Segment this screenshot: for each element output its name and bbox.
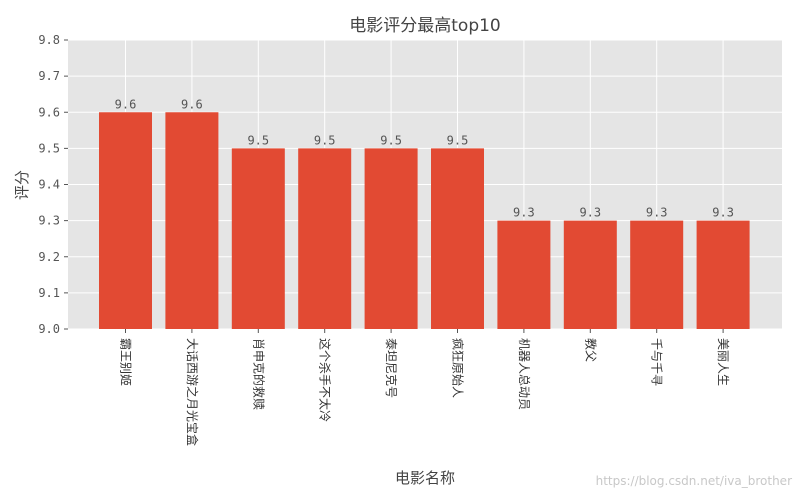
- x-tick-label: 泰坦尼克号: [384, 338, 398, 398]
- y-tick-label: 9.2: [38, 250, 60, 264]
- data-labels: 9.6 9.6 9.5 9.5 9.5 9.5 9.3 9.3 9.3 9.3: [115, 97, 734, 219]
- bar: [364, 148, 418, 329]
- data-label: 9.6: [181, 97, 203, 111]
- watermark: https://blog.csdn.net/iva_brother: [596, 474, 792, 488]
- data-label: 9.5: [447, 133, 469, 147]
- data-label: 9.3: [513, 206, 535, 220]
- bar: [298, 148, 352, 329]
- y-tick-label: 9.6: [38, 105, 60, 119]
- bar: [497, 220, 551, 329]
- data-label: 9.3: [646, 206, 668, 220]
- bars: [99, 112, 750, 329]
- y-tick-label: 9.8: [38, 33, 60, 47]
- data-label: 9.5: [247, 133, 269, 147]
- data-label: 9.3: [579, 206, 601, 220]
- y-tick-label: 9.3: [38, 214, 60, 228]
- x-axis-ticks: 霸王别姬 大话西游之月光宝盒 肖申克的救赎 这个杀手不太冷 泰坦尼克号 疯狂原始人 机器人总…: [119, 329, 730, 446]
- bar: [99, 112, 152, 329]
- x-tick-label: 千与千寻: [650, 338, 664, 386]
- bar: [563, 220, 617, 329]
- y-tick-label: 9.7: [38, 69, 60, 83]
- data-label: 9.5: [314, 133, 336, 147]
- x-tick-label: 美丽人生: [716, 338, 730, 386]
- bar: [431, 148, 484, 329]
- x-tick-label: 大话西游之月光宝盒: [185, 338, 200, 446]
- x-tick-label: 这个杀手不太冷: [318, 338, 333, 422]
- chart-title: 电影评分最高top10: [349, 16, 501, 36]
- y-axis-ticks: 9.0 9.1 9.2 9.3 9.4 9.5 9.6 9.7 9.8: [38, 33, 68, 336]
- y-tick-label: 9.5: [38, 141, 60, 155]
- data-label: 9.6: [115, 97, 137, 111]
- y-axis-label: 评分: [13, 170, 31, 200]
- bar: [696, 220, 750, 329]
- bar: [231, 148, 285, 329]
- y-tick-label: 9.1: [38, 286, 60, 300]
- x-tick-label: 霸王别姬: [119, 338, 133, 386]
- x-tick-label: 教父: [583, 338, 598, 362]
- data-label: 9.5: [380, 133, 402, 147]
- bar: [630, 220, 684, 329]
- x-tick-label: 肖申克的救赎: [251, 338, 266, 410]
- x-tick-label: 机器人总动员: [517, 338, 531, 410]
- x-tick-label: 疯狂原始人: [451, 338, 466, 398]
- data-label: 9.3: [712, 206, 734, 220]
- bar: [165, 112, 219, 329]
- y-tick-label: 9.0: [38, 322, 60, 336]
- x-axis-label: 电影名称: [395, 469, 455, 487]
- y-tick-label: 9.4: [38, 178, 60, 192]
